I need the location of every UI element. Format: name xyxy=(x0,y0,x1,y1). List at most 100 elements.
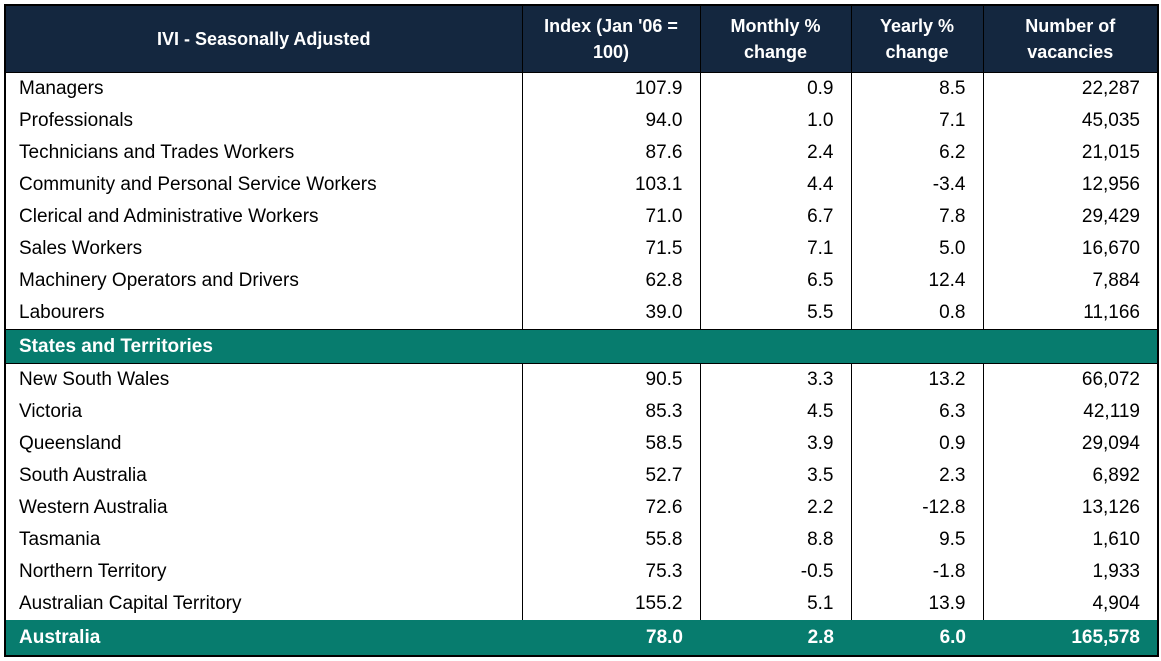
cell-value: 66,072 xyxy=(982,363,1158,396)
cell-value: 87.6 xyxy=(521,137,700,169)
cell-value: 45,035 xyxy=(982,105,1158,137)
table-row: Community and Personal Service Workers 10… xyxy=(5,169,1158,201)
cell-value: 29,429 xyxy=(982,201,1158,233)
cell-value: 1,610 xyxy=(982,524,1158,556)
cell-value: 42,119 xyxy=(982,396,1158,428)
total-row: Australia 78.0 2.8 6.0 165,578 xyxy=(5,620,1158,656)
cell-value: 2.3 xyxy=(850,460,983,492)
table-row: Professionals 94.0 1.0 7.1 45,035 xyxy=(5,105,1158,137)
states-section: New South Wales 90.5 3.3 13.2 66,072 Victoria… xyxy=(5,363,1158,620)
row-label: Labourers xyxy=(5,297,522,330)
row-label: Technicians and Trades Workers xyxy=(5,137,522,169)
total-vacancies: 165,578 xyxy=(983,620,1158,656)
cell-value: 72.6 xyxy=(521,492,700,524)
header-title: IVI - Seasonally Adjusted xyxy=(5,5,522,73)
cell-value: 12,956 xyxy=(982,169,1158,201)
header-vacancies: Number of vacancies xyxy=(982,5,1158,73)
cell-value: 6.2 xyxy=(850,137,983,169)
table-row: Managers 107.9 0.9 8.5 22,287 xyxy=(5,72,1158,105)
table-row: South Australia 52.7 3.5 2.3 6,892 xyxy=(5,460,1158,492)
cell-value: 9.5 xyxy=(850,524,983,556)
row-label: Queensland xyxy=(5,428,522,460)
table-row: Western Australia 72.6 2.2 -12.8 13,126 xyxy=(5,492,1158,524)
cell-value: 3.9 xyxy=(699,428,851,460)
cell-value: 6.3 xyxy=(850,396,983,428)
cell-value: 103.1 xyxy=(521,169,700,201)
cell-value: 6.7 xyxy=(699,201,851,233)
table-row: Machinery Operators and Drivers 62.8 6.5 12… xyxy=(5,265,1158,297)
row-label: Australian Capital Territory xyxy=(5,588,522,620)
cell-value: 7.1 xyxy=(850,105,983,137)
table-row: Labourers 39.0 5.5 0.8 11,166 xyxy=(5,297,1158,330)
cell-value: 90.5 xyxy=(521,363,700,396)
table-row: Northern Territory 75.3 -0.5 -1.8 1,933 xyxy=(5,556,1158,588)
row-label: Machinery Operators and Drivers xyxy=(5,265,522,297)
table-row: Queensland 58.5 3.9 0.9 29,094 xyxy=(5,428,1158,460)
header-index: Index (Jan '06 = 100) xyxy=(521,5,700,73)
row-label: Victoria xyxy=(5,396,522,428)
cell-value: 7.8 xyxy=(850,201,983,233)
header-row: IVI - Seasonally Adjusted Index (Jan '06… xyxy=(5,5,1158,73)
cell-value: 7,884 xyxy=(982,265,1158,297)
total-yearly-change: 6.0 xyxy=(851,620,983,656)
cell-value: -12.8 xyxy=(850,492,983,524)
ivi-table: IVI - Seasonally Adjusted Index (Jan '06… xyxy=(4,4,1159,657)
row-label: Professionals xyxy=(5,105,522,137)
row-label: Northern Territory xyxy=(5,556,522,588)
cell-value: 0.8 xyxy=(850,297,983,330)
cell-value: 55.8 xyxy=(521,524,700,556)
cell-value: 11,166 xyxy=(982,297,1158,330)
section-band-label: States and Territories xyxy=(5,329,1158,364)
cell-value: 1.0 xyxy=(699,105,851,137)
table-row: Technicians and Trades Workers 87.6 2.4 6.2… xyxy=(5,137,1158,169)
cell-value: 5.5 xyxy=(699,297,851,330)
cell-value: 7.1 xyxy=(699,233,851,265)
cell-value: 6,892 xyxy=(982,460,1158,492)
cell-value: 13,126 xyxy=(982,492,1158,524)
cell-value: 155.2 xyxy=(521,588,700,620)
cell-value: 0.9 xyxy=(699,72,851,105)
cell-value: 62.8 xyxy=(521,265,700,297)
table-row: Sales Workers 71.5 7.1 5.0 16,670 xyxy=(5,233,1158,265)
cell-value: 75.3 xyxy=(521,556,700,588)
cell-value: 2.4 xyxy=(699,137,851,169)
row-label: Managers xyxy=(5,72,522,105)
cell-value: 8.8 xyxy=(699,524,851,556)
cell-value: 2.2 xyxy=(699,492,851,524)
cell-value: 13.2 xyxy=(850,363,983,396)
cell-value: 52.7 xyxy=(521,460,700,492)
cell-value: 5.1 xyxy=(699,588,851,620)
table-row: Tasmania 55.8 8.8 9.5 1,610 xyxy=(5,524,1158,556)
cell-value: -1.8 xyxy=(850,556,983,588)
cell-value: 6.5 xyxy=(699,265,851,297)
header-yearly-change: Yearly % change xyxy=(850,5,983,73)
section-band-row: States and Territories xyxy=(5,329,1158,364)
cell-value: 3.3 xyxy=(699,363,851,396)
cell-value: 39.0 xyxy=(521,297,700,330)
table-row: Clerical and Administrative Workers 71.0 6… xyxy=(5,201,1158,233)
row-label: Clerical and Administrative Workers xyxy=(5,201,522,233)
row-label: Western Australia xyxy=(5,492,522,524)
header-monthly-change: Monthly % change xyxy=(699,5,851,73)
table-row: New South Wales 90.5 3.3 13.2 66,072 xyxy=(5,363,1158,396)
cell-value: -3.4 xyxy=(850,169,983,201)
row-label: New South Wales xyxy=(5,363,522,396)
cell-value: 1,933 xyxy=(982,556,1158,588)
row-label: Sales Workers xyxy=(5,233,522,265)
cell-value: 29,094 xyxy=(982,428,1158,460)
table-row: Australian Capital Territory 155.2 5.1 13.9… xyxy=(5,588,1158,620)
cell-value: 3.5 xyxy=(699,460,851,492)
cell-value: 8.5 xyxy=(850,72,983,105)
cell-value: 58.5 xyxy=(521,428,700,460)
cell-value: -0.5 xyxy=(699,556,851,588)
cell-value: 71.0 xyxy=(521,201,700,233)
cell-value: 85.3 xyxy=(521,396,700,428)
cell-value: 71.5 xyxy=(521,233,700,265)
cell-value: 94.0 xyxy=(521,105,700,137)
cell-value: 12.4 xyxy=(850,265,983,297)
cell-value: 4,904 xyxy=(982,588,1158,620)
cell-value: 4.5 xyxy=(699,396,851,428)
cell-value: 22,287 xyxy=(982,72,1158,105)
table-row: Victoria 85.3 4.5 6.3 42,119 xyxy=(5,396,1158,428)
